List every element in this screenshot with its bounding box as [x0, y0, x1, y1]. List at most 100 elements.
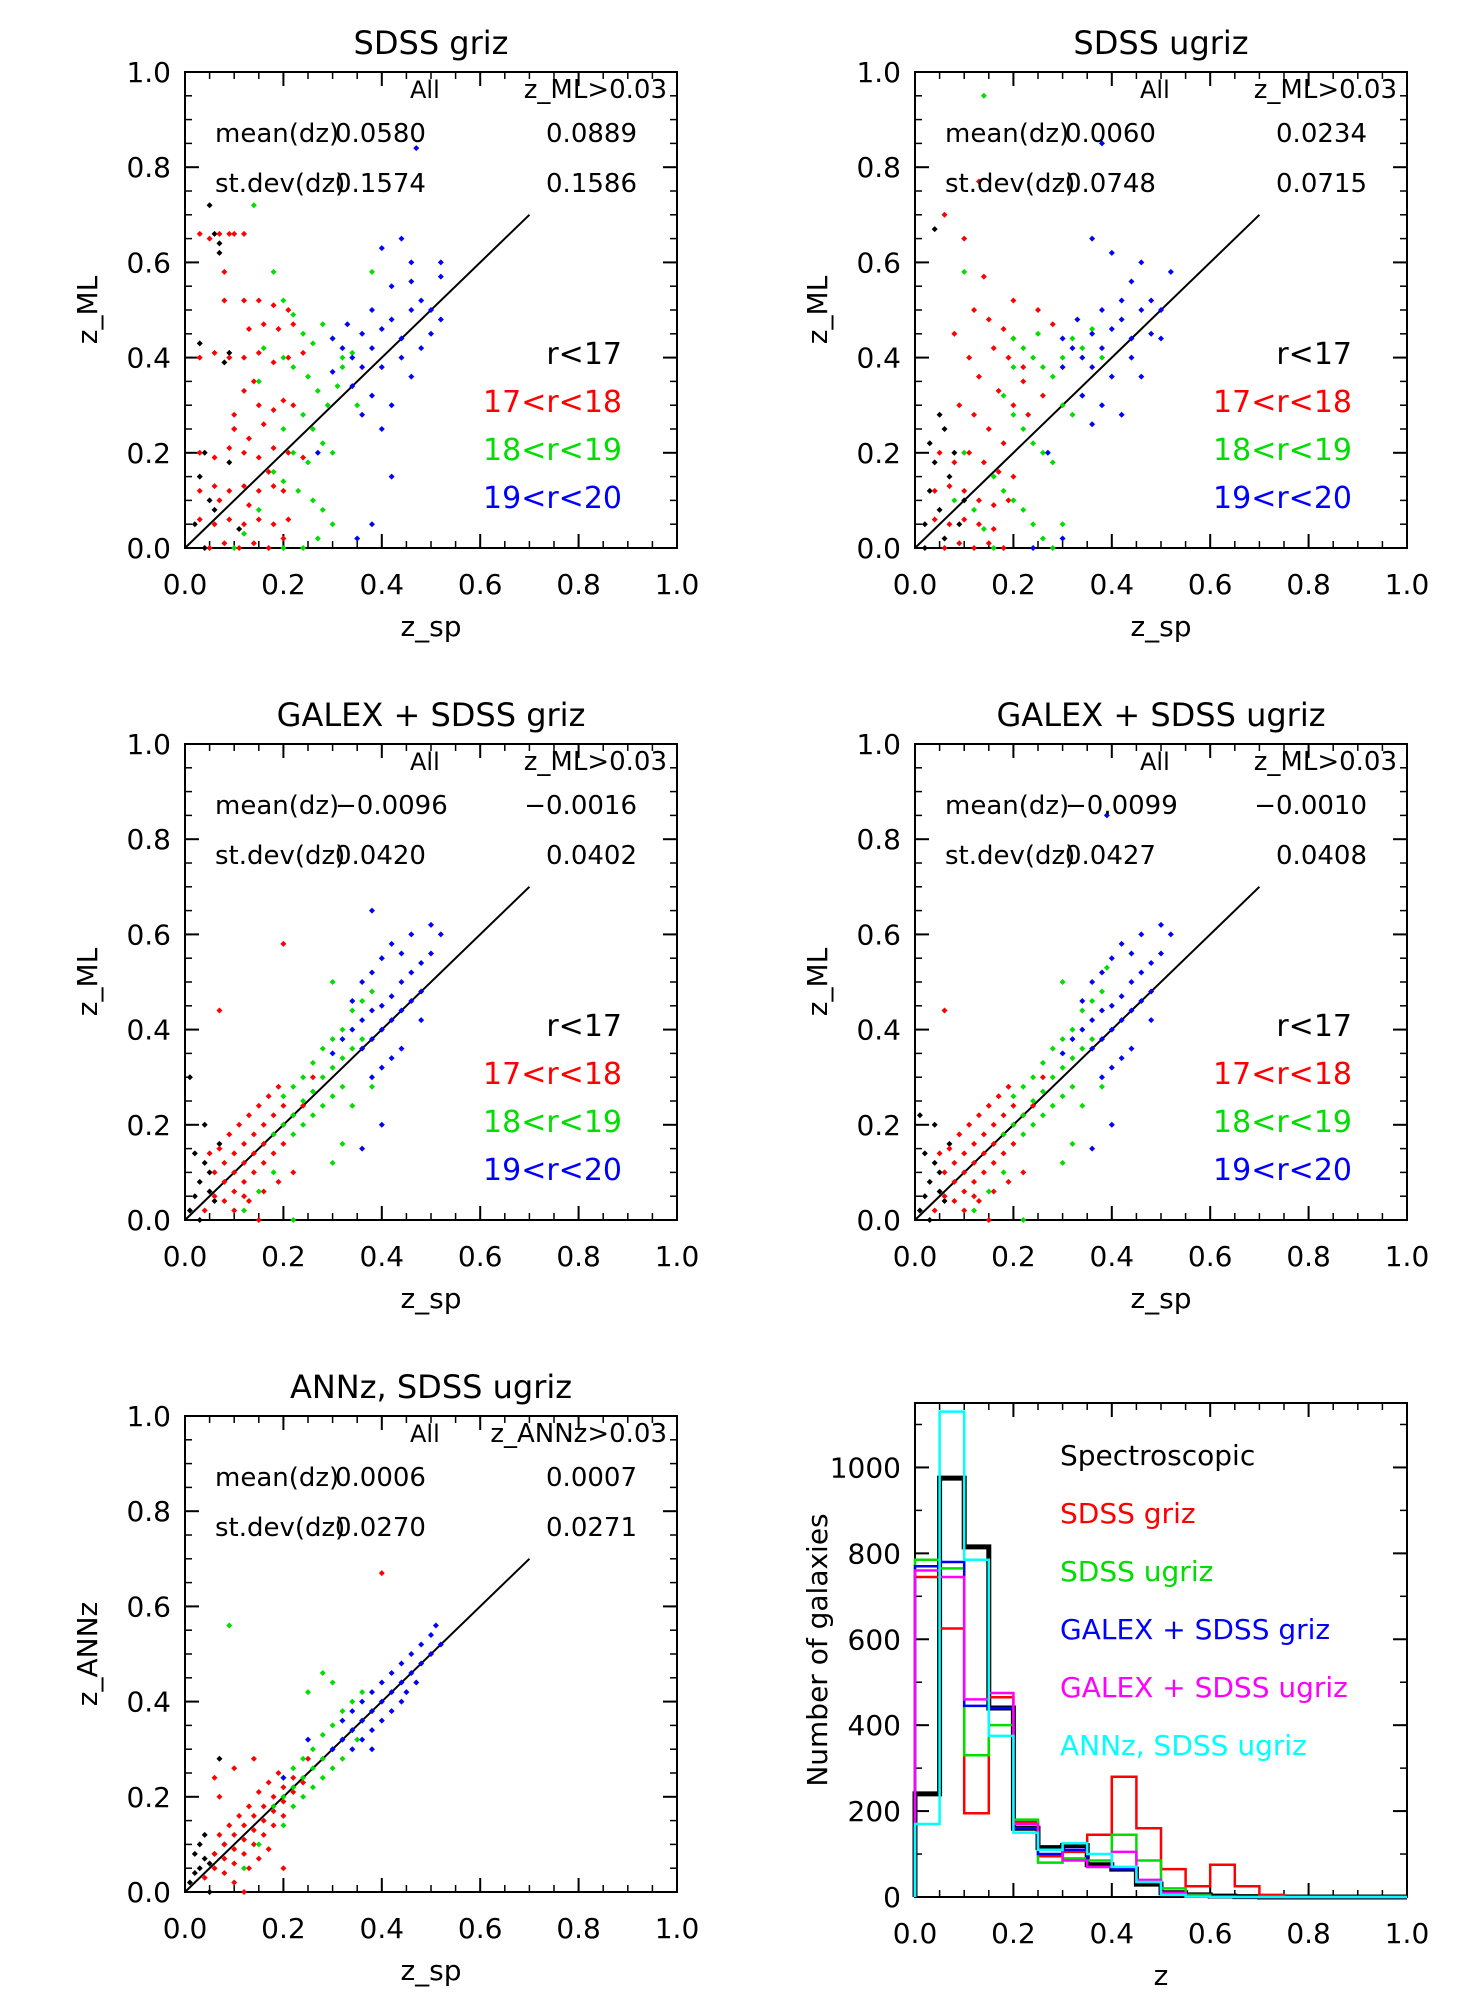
chart-title: GALEX + SDSS ugriz — [997, 696, 1326, 734]
data-point — [946, 483, 953, 490]
data-point — [936, 411, 943, 418]
stats-all-value: −0.0099 — [1065, 791, 1178, 821]
chart-panel-5: 0.0 0.2 0.4 0.6 0.8 1.0 0.0 0.2 0.4 0.6 0.8 1.0 z_sp… — [71, 1368, 699, 1987]
data-point — [951, 330, 958, 337]
y-tick-label: 1000 — [830, 1451, 901, 1484]
series-1 — [196, 230, 307, 551]
x-tick-label: 0.8 — [556, 1240, 601, 1273]
data-point — [1118, 1055, 1125, 1062]
stats-col1-header: All — [410, 1420, 440, 1448]
data-point — [1079, 1102, 1086, 1109]
data-point — [290, 1131, 297, 1138]
data-point — [398, 354, 405, 361]
stats-cut-value: −0.0010 — [1254, 791, 1367, 821]
data-point — [437, 1641, 444, 1648]
data-point — [339, 1140, 346, 1147]
data-point — [1089, 1045, 1096, 1052]
data-point — [231, 426, 238, 432]
y-tick-label: 0.4 — [126, 342, 171, 375]
series-3 — [329, 907, 444, 1152]
data-point — [280, 1793, 287, 1800]
data-point — [951, 449, 958, 456]
data-point — [1049, 1074, 1056, 1081]
data-point — [941, 211, 948, 218]
data-point — [201, 1121, 208, 1128]
data-point — [1059, 402, 1066, 409]
data-point — [971, 411, 978, 418]
data-point — [936, 1188, 943, 1195]
data-point — [354, 1736, 361, 1743]
data-point — [1098, 307, 1105, 313]
data-point — [1049, 545, 1056, 551]
data-point — [418, 959, 425, 966]
data-point — [1128, 278, 1135, 285]
series-0 — [921, 226, 968, 551]
data-point — [931, 487, 938, 494]
data-point — [1103, 812, 1110, 819]
data-point — [290, 1789, 297, 1796]
data-point — [314, 535, 321, 542]
legend-entry: 18<r<19 — [1213, 433, 1352, 468]
y-tick-label: 0.0 — [126, 532, 171, 565]
data-point — [201, 1207, 208, 1214]
data-point — [388, 993, 395, 1000]
data-point — [270, 1131, 277, 1138]
data-point — [1030, 521, 1037, 528]
x-tick-label: 0.0 — [163, 1240, 208, 1273]
stats-all-value: 0.0060 — [1065, 119, 1156, 149]
data-point — [1005, 497, 1012, 504]
data-point — [1069, 1140, 1076, 1147]
data-point — [1167, 931, 1174, 938]
data-point — [245, 502, 252, 509]
data-point — [290, 1784, 297, 1791]
data-point — [211, 506, 218, 513]
data-point — [1030, 1098, 1037, 1104]
data-point — [926, 1178, 933, 1185]
y-tick-label: 0.2 — [126, 1109, 171, 1142]
data-point — [398, 950, 405, 957]
data-point — [1059, 335, 1066, 342]
series-0 — [186, 1755, 228, 1895]
stats-cut-value: 0.1586 — [546, 169, 637, 199]
data-point — [206, 545, 213, 551]
data-point — [1108, 373, 1115, 380]
data-point — [319, 1731, 326, 1738]
data-point — [216, 249, 223, 256]
data-point — [1039, 1059, 1046, 1066]
data-point — [1138, 998, 1145, 1005]
data-point — [926, 1217, 933, 1223]
data-point — [216, 497, 223, 504]
data-point — [196, 516, 203, 523]
data-point — [1069, 1055, 1076, 1062]
data-point — [241, 530, 248, 537]
data-point — [946, 473, 953, 480]
data-point — [270, 406, 277, 413]
data-point — [1000, 545, 1007, 551]
y-axis-label: z_ANNz — [71, 1602, 104, 1706]
stats-col1-header: All — [410, 76, 440, 104]
data-point — [270, 521, 277, 528]
chart-panel-6: 0.0 0.2 0.4 0.6 0.8 1.0 0 200 400 600 800 1000 z Numb… — [801, 1402, 1429, 1992]
data-point — [1059, 364, 1066, 371]
data-point — [990, 345, 997, 352]
data-point — [1035, 330, 1041, 337]
data-point — [196, 1217, 203, 1223]
y-tick-label: 0.8 — [126, 151, 171, 184]
data-point — [206, 1860, 213, 1867]
data-point — [398, 1679, 405, 1686]
data-point — [290, 1083, 297, 1090]
stats-row-label: st.dev(dz) — [215, 1513, 345, 1543]
data-point — [985, 426, 992, 432]
data-point — [245, 435, 252, 442]
data-point — [1079, 345, 1086, 352]
data-point — [398, 1007, 405, 1014]
data-point — [290, 1765, 297, 1772]
data-point — [221, 1855, 228, 1862]
data-point — [236, 1812, 243, 1819]
data-point — [196, 354, 203, 361]
data-point — [285, 449, 292, 456]
series-2 — [231, 202, 375, 551]
data-point — [1098, 1083, 1105, 1090]
data-point — [231, 545, 238, 551]
data-point — [349, 1708, 356, 1715]
